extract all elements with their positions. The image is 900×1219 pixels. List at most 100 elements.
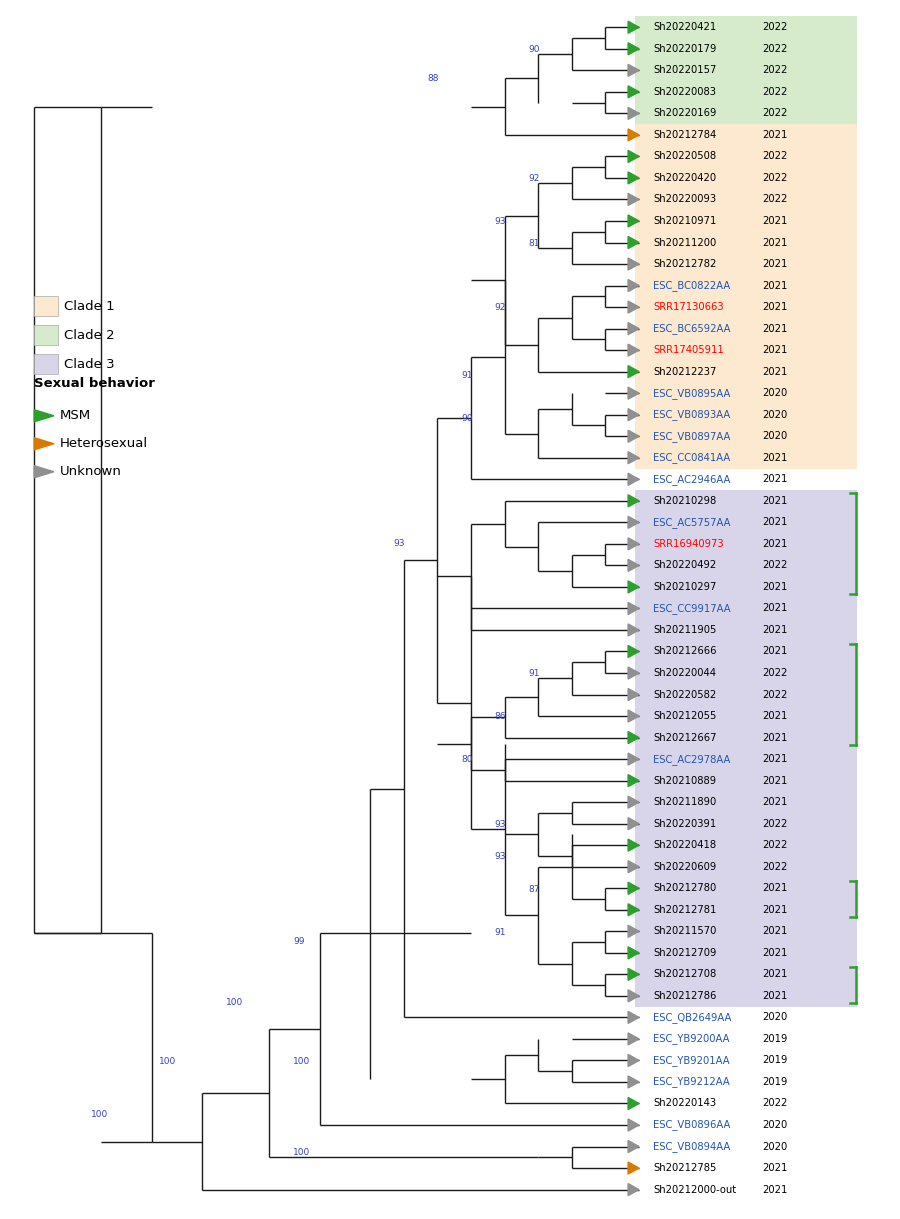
Text: 92: 92	[528, 174, 539, 183]
Text: 2022: 2022	[762, 690, 788, 700]
Text: 81: 81	[528, 239, 540, 247]
Text: Sh20211890: Sh20211890	[653, 797, 716, 807]
Polygon shape	[628, 774, 639, 786]
Text: ESC_VB0897AA: ESC_VB0897AA	[653, 430, 731, 441]
Text: 100: 100	[91, 1109, 109, 1119]
Polygon shape	[628, 624, 639, 636]
Polygon shape	[628, 430, 639, 442]
Polygon shape	[34, 438, 54, 450]
Text: 2021: 2021	[762, 280, 788, 290]
Text: 99: 99	[292, 937, 304, 946]
Text: 2021: 2021	[762, 1163, 788, 1173]
Polygon shape	[628, 129, 639, 141]
Text: Sh20212782: Sh20212782	[653, 258, 716, 269]
Text: 87: 87	[528, 885, 540, 894]
Text: ESC_YB9200AA: ESC_YB9200AA	[653, 1034, 730, 1045]
Text: 2022: 2022	[762, 561, 788, 570]
Text: Sh20220421: Sh20220421	[653, 22, 716, 32]
Polygon shape	[628, 258, 639, 271]
Text: 2020: 2020	[762, 388, 788, 399]
Text: SRR17405911: SRR17405911	[653, 345, 724, 355]
Text: 2021: 2021	[762, 646, 788, 657]
Polygon shape	[34, 410, 54, 422]
Text: Sh20211905: Sh20211905	[653, 625, 716, 635]
Text: 2021: 2021	[762, 625, 788, 635]
Polygon shape	[628, 839, 639, 851]
Text: Sh20220582: Sh20220582	[653, 690, 716, 700]
Text: 2021: 2021	[762, 948, 788, 958]
Polygon shape	[628, 301, 639, 313]
Polygon shape	[628, 408, 639, 421]
Text: 2019: 2019	[762, 1034, 788, 1043]
Text: 2022: 2022	[762, 1098, 788, 1108]
Text: Clade 2: Clade 2	[64, 329, 114, 341]
Polygon shape	[628, 796, 639, 808]
Text: 2021: 2021	[762, 302, 788, 312]
Polygon shape	[628, 517, 639, 528]
Polygon shape	[628, 323, 639, 335]
Text: ESC_VB0894AA: ESC_VB0894AA	[653, 1141, 731, 1152]
Text: MSM: MSM	[60, 410, 92, 422]
Text: Sh20220391: Sh20220391	[653, 819, 716, 829]
Text: Sh20220179: Sh20220179	[653, 44, 716, 54]
Text: Sh20211570: Sh20211570	[653, 926, 716, 936]
Text: 2021: 2021	[762, 539, 788, 549]
Polygon shape	[628, 560, 639, 572]
Text: 2021: 2021	[762, 474, 788, 484]
Text: 93: 93	[494, 820, 506, 829]
Text: Sh20212784: Sh20212784	[653, 130, 716, 140]
Text: 2021: 2021	[762, 496, 788, 506]
Text: Sh20212000-out: Sh20212000-out	[653, 1185, 736, 1195]
Text: 2021: 2021	[762, 755, 788, 764]
Polygon shape	[628, 366, 639, 378]
Polygon shape	[628, 279, 639, 291]
Polygon shape	[628, 538, 639, 550]
Text: 100: 100	[292, 1148, 310, 1157]
Polygon shape	[628, 85, 639, 98]
Text: 2021: 2021	[762, 603, 788, 613]
Polygon shape	[34, 466, 54, 478]
Text: 2020: 2020	[762, 1013, 788, 1023]
Text: 2021: 2021	[762, 733, 788, 742]
Polygon shape	[628, 667, 639, 679]
Text: 2022: 2022	[762, 173, 788, 183]
Text: ESC_CC0841AA: ESC_CC0841AA	[653, 452, 731, 463]
Text: ESC_VB0895AA: ESC_VB0895AA	[653, 388, 731, 399]
Text: SRR17130663: SRR17130663	[653, 302, 724, 312]
Text: 93: 93	[494, 217, 506, 227]
Polygon shape	[628, 1162, 639, 1174]
Text: 2021: 2021	[762, 969, 788, 979]
Text: Sh20220609: Sh20220609	[653, 862, 716, 872]
Text: Sh20210297: Sh20210297	[653, 581, 716, 592]
Text: Sh20220169: Sh20220169	[653, 108, 716, 118]
Text: ESC_VB0893AA: ESC_VB0893AA	[653, 410, 731, 421]
Bar	[634, 490, 858, 1007]
Polygon shape	[628, 861, 639, 873]
Polygon shape	[628, 1097, 639, 1109]
Text: Sh20220418: Sh20220418	[653, 840, 716, 850]
Text: Sh20212709: Sh20212709	[653, 948, 716, 958]
Polygon shape	[628, 947, 639, 959]
Text: 90: 90	[528, 45, 540, 54]
Text: 2021: 2021	[762, 345, 788, 355]
Text: 91: 91	[528, 669, 540, 679]
Polygon shape	[628, 990, 639, 1002]
Text: 2022: 2022	[762, 66, 788, 76]
Text: Sh20210889: Sh20210889	[653, 775, 716, 785]
Polygon shape	[628, 65, 639, 77]
Text: 2022: 2022	[762, 108, 788, 118]
Text: Sexual behavior: Sexual behavior	[34, 377, 155, 390]
Bar	[34, 355, 58, 374]
Polygon shape	[628, 236, 639, 249]
Text: 90: 90	[461, 414, 472, 423]
Text: 2022: 2022	[762, 195, 788, 205]
Text: 2022: 2022	[762, 87, 788, 96]
Text: ESC_VB0896AA: ESC_VB0896AA	[653, 1119, 731, 1130]
Polygon shape	[628, 1012, 639, 1024]
Text: 100: 100	[226, 997, 243, 1007]
Text: 2021: 2021	[762, 926, 788, 936]
Polygon shape	[628, 215, 639, 227]
Polygon shape	[628, 452, 639, 463]
Text: Sh20220093: Sh20220093	[653, 195, 716, 205]
Text: Sh20212786: Sh20212786	[653, 991, 716, 1001]
